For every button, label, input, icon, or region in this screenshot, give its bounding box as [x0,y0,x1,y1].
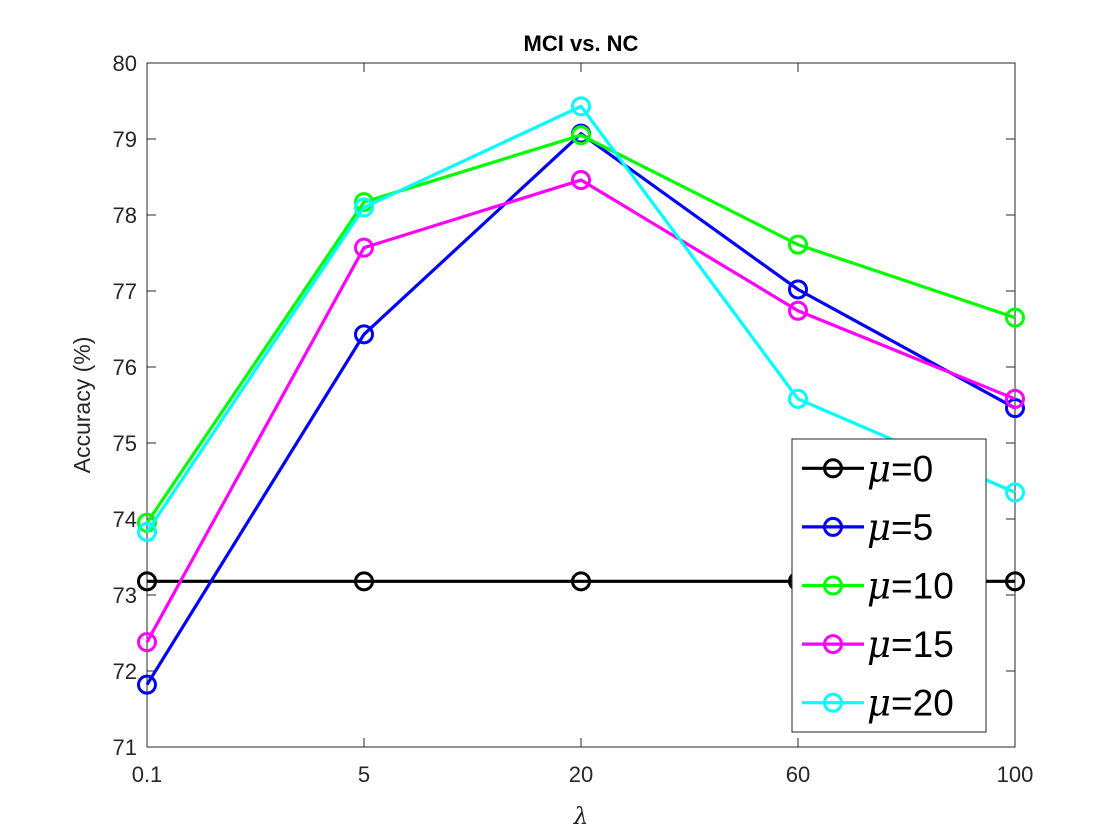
legend-label: μ=10 [867,565,954,608]
x-tick-label: 0.1 [132,762,163,787]
legend-mu-symbol: μ [867,623,891,666]
y-axis-label: Accuracy (%) [69,337,95,474]
legend-label: μ=0 [867,447,933,490]
data-point-marker [354,197,374,218]
legend-entry: μ=0 [802,447,933,490]
legend-value: =0 [891,448,933,489]
series-line [145,178,1016,643]
data-point-marker [354,237,374,258]
legend-label: μ=5 [867,506,933,549]
legend-label: μ=15 [867,623,954,666]
data-point-marker [1005,482,1025,503]
data-point-marker [1005,398,1025,419]
data-point-marker [137,571,157,592]
legend-entry: μ=10 [802,565,954,608]
legend-entry: μ=20 [802,682,954,725]
legend-label: μ=20 [867,682,954,725]
data-point-marker [137,521,157,542]
legend-marker-sample [823,575,843,596]
data-point-marker [571,96,591,117]
y-tick-label: 74 [113,507,137,532]
data-point-marker [571,125,591,146]
y-tick-label: 73 [113,583,137,608]
x-tick-label: 60 [786,762,810,787]
y-tick-label: 79 [113,127,137,152]
legend-mu-symbol: μ [867,506,891,549]
series-line [145,133,1016,524]
data-point-marker [1005,307,1025,328]
x-axis-label: λ [573,804,589,830]
legend-value: =20 [891,683,954,724]
legend-value: =15 [891,624,954,665]
data-point-marker [137,674,157,695]
data-point-marker [1005,571,1025,592]
legend-marker-sample [823,516,843,537]
data-point-marker [571,170,591,191]
y-tick-label: 72 [113,659,137,684]
y-tick-label: 80 [113,51,137,76]
y-tick-label: 76 [113,355,137,380]
x-tick-label: 100 [997,762,1034,787]
legend-value: =5 [891,507,933,548]
data-point-marker [788,234,808,255]
legend: μ=0μ=5μ=10μ=15μ=20 [791,438,987,733]
y-tick-label: 77 [113,279,137,304]
series-15-group [137,170,1025,653]
y-tick-label: 75 [113,431,137,456]
data-point-marker [788,300,808,321]
series-20-group [137,96,1025,542]
data-point-marker [571,571,591,592]
y-tick-label: 71 [113,735,137,760]
series-10-group [137,125,1025,533]
data-point-marker [137,632,157,653]
legend-entry: μ=5 [802,506,933,549]
legend-mu-symbol: μ [867,565,891,608]
y-tick-label: 78 [113,203,137,228]
chart-title: MCI vs. NC [524,31,639,56]
data-point-marker [354,324,374,345]
x-tick-label: 20 [569,762,593,787]
legend-value: =10 [891,566,954,607]
data-point-marker [788,279,808,300]
data-point-marker [1005,388,1025,409]
legend-mu-symbol: μ [867,447,891,490]
legend-marker-sample [823,692,843,713]
legend-mu-symbol: μ [867,682,891,725]
data-point-marker [788,388,808,409]
series-line [145,104,1016,533]
x-tick-label: 5 [358,762,370,787]
data-point-marker [354,571,374,592]
legend-marker-sample [823,458,843,479]
legend-entry: μ=15 [802,623,954,666]
legend-marker-sample [823,634,843,655]
